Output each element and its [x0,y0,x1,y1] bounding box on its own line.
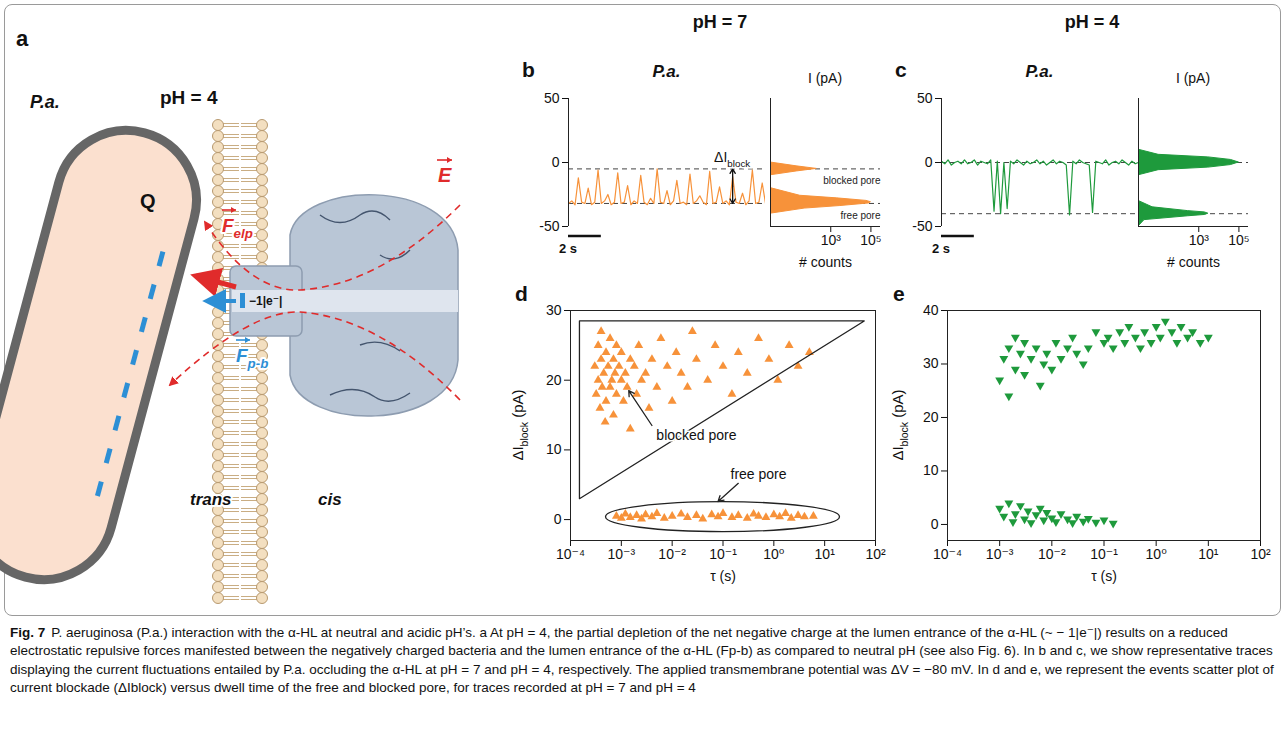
svg-text:40: 40 [923,302,939,318]
svg-text:10⁻²: 10⁻² [1038,546,1066,562]
svg-text:10¹: 10¹ [815,546,836,562]
svg-text:50: 50 [544,90,560,106]
html-text:I (pA): I (pA) [807,70,843,86]
html-text:pH = 4: pH = 4 [1064,12,1120,32]
svg-text:10⁻¹: 10⁻¹ [1090,546,1118,562]
svg-text:30: 30 [923,355,939,371]
svg-text:10⁻⁴: 10⁻⁴ [933,546,962,562]
svg-text:10³: 10³ [821,232,842,248]
svg-text:Fp-b: Fp-b [236,345,268,371]
svg-text:free pore: free pore [731,466,787,482]
svg-text:0: 0 [554,511,562,527]
svg-text:10¹: 10¹ [1198,546,1219,562]
svg-text:E: E [438,164,452,186]
svg-text:τ (s): τ (s) [710,568,736,584]
html-text:P.a.: P.a. [652,62,681,81]
svg-text:blocked pore: blocked pore [823,175,881,186]
svg-text:-50: -50 [539,218,559,234]
svg-text:10²: 10² [865,546,886,562]
svg-text:10⁻⁴: 10⁻⁴ [556,546,585,562]
html-text:I (pA): I (pA) [1175,70,1211,86]
svg-text:10²: 10² [1250,546,1271,562]
svg-text:trans: trans [190,490,232,509]
svg-text:-50: -50 [912,218,932,234]
html-text:Fig. 7 P. aeruginosa (P.a.) in: Fig. 7 P. aeruginosa (P.a.) interaction … [10,625,1274,696]
svg-text:10: 10 [923,462,939,478]
html-text:c: c [895,58,907,81]
svg-text:2 s: 2 s [932,241,950,256]
html-text:e: e [893,282,905,305]
svg-text:τ (s): τ (s) [1091,568,1117,584]
svg-text:blocked pore: blocked pore [656,427,736,443]
svg-text:ΔIblock (pA): ΔIblock (pA) [509,389,530,460]
svg-text:10³: 10³ [1189,232,1210,248]
svg-text:10⁰: 10⁰ [763,546,785,562]
svg-text:0: 0 [931,516,939,532]
svg-text:a: a [16,26,29,51]
svg-text:cis: cis [318,490,342,509]
html-text:d: d [515,282,528,305]
svg-text:50: 50 [917,90,933,106]
svg-text:0: 0 [925,154,933,170]
html-text:pH = 7: pH = 7 [692,12,748,32]
svg-text:Q: Q [140,190,156,212]
svg-text:10⁵: 10⁵ [1228,232,1249,248]
svg-text:0: 0 [552,154,560,170]
svg-text:10⁻¹: 10⁻¹ [709,546,737,562]
svg-text:Felp: Felp [222,215,253,241]
svg-text:10⁻²: 10⁻² [658,546,686,562]
svg-text:10⁻³: 10⁻³ [608,546,636,562]
svg-text:2 s: 2 s [559,241,577,256]
svg-text:P.a.: P.a. [30,92,60,112]
svg-text:10⁻³: 10⁻³ [986,546,1014,562]
svg-text:ΔIblock: ΔIblock [714,149,750,168]
svg-text:20: 20 [546,372,562,388]
html-text:b: b [522,58,535,81]
svg-text:10⁰: 10⁰ [1146,546,1168,562]
svg-text:10⁵: 10⁵ [860,232,881,248]
svg-text:# counts: # counts [799,254,852,270]
svg-text:20: 20 [923,409,939,425]
svg-text:10: 10 [546,441,562,457]
svg-text:30: 30 [546,302,562,318]
svg-text:pH = 4: pH = 4 [160,87,218,108]
svg-text:ΔIblock (pA): ΔIblock (pA) [889,389,910,460]
svg-text:# counts: # counts [1167,254,1220,270]
svg-text:free pore: free pore [840,210,880,221]
html-text:P.a.: P.a. [1025,62,1054,81]
svg-text:−1|e⁻|: −1|e⁻| [249,294,282,308]
